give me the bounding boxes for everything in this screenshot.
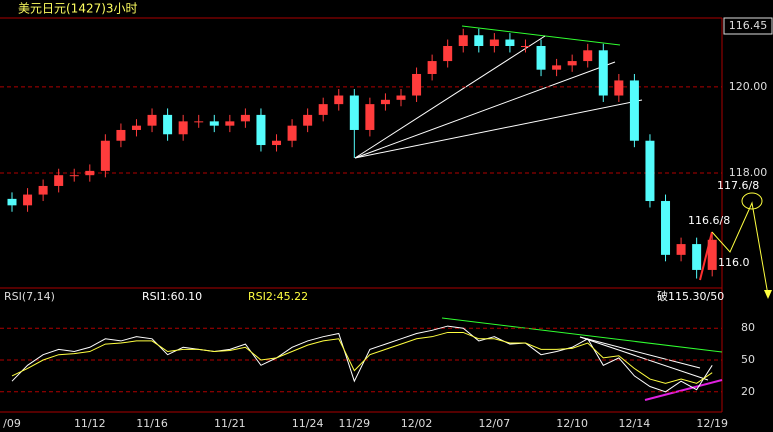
- candle-body: [583, 50, 593, 62]
- candle-body: [567, 61, 577, 66]
- x-tick-label: 12/10: [556, 417, 588, 430]
- candle-body: [194, 121, 204, 123]
- candle-body: [598, 50, 608, 96]
- candle-body: [645, 140, 655, 202]
- x-tick-label: 12/19: [696, 417, 728, 430]
- candle-body: [116, 129, 126, 141]
- annotation: 117.6/8: [717, 179, 759, 192]
- candle-body: [54, 175, 64, 186]
- candle-body: [552, 65, 562, 70]
- candle-body: [318, 104, 328, 115]
- candle-body: [209, 121, 219, 126]
- candle-body: [614, 80, 624, 96]
- trend-line: [441, 317, 723, 353]
- price-box: [723, 17, 773, 35]
- candle-body: [443, 45, 453, 62]
- x-tick-label: 12/02: [401, 417, 433, 430]
- candle-body: [707, 239, 717, 270]
- x-tick-label: 11/16: [136, 417, 168, 430]
- target-circle: [741, 192, 763, 210]
- candle-body: [85, 170, 95, 176]
- trend-line: [354, 61, 616, 159]
- candle-body: [365, 104, 375, 130]
- trend-lines: [354, 25, 772, 401]
- candle-body: [692, 244, 702, 270]
- legend-entry: RSI2:45.22: [248, 290, 308, 303]
- y-tick-label: 20: [741, 385, 755, 398]
- candle-body: [396, 95, 406, 100]
- candle-body: [427, 61, 437, 74]
- candle-body: [536, 45, 546, 70]
- x-tick-label: 11/24: [292, 417, 324, 430]
- candle-body: [520, 45, 530, 47]
- candle-body: [629, 80, 639, 141]
- y-tick-label: 50: [741, 353, 755, 366]
- legend-entry: RSI1:60.10: [142, 290, 202, 303]
- x-tick-label: 12/07: [479, 417, 511, 430]
- candle-body: [100, 140, 110, 171]
- last-price: 116.45: [729, 19, 768, 32]
- candle-body: [458, 35, 468, 46]
- rsi-title: RSI(7,14): [4, 290, 55, 303]
- rsi-line: [11, 331, 713, 384]
- candle-body: [676, 244, 686, 255]
- trend-line: [461, 25, 621, 46]
- x-tick-label: /09: [3, 417, 21, 430]
- y-tick-label: 80: [741, 321, 755, 334]
- candle-body: [380, 99, 390, 105]
- candle-body: [147, 114, 157, 126]
- x-tick-label: 11/29: [338, 417, 370, 430]
- candle-body: [474, 35, 484, 46]
- candle-body: [240, 114, 250, 122]
- arrow-head: [764, 290, 772, 299]
- candle-body: [23, 194, 33, 206]
- candle-body: [256, 114, 266, 146]
- rsi-line: [11, 325, 713, 393]
- annotation: 116.0: [718, 256, 750, 269]
- trend-line: [579, 336, 701, 369]
- x-tick-label: 12/14: [619, 417, 651, 430]
- candle-body: [131, 125, 141, 130]
- chart-title: 美元日元(1427)3小时: [18, 2, 138, 16]
- projection: [711, 201, 769, 296]
- candle-body: [412, 73, 422, 96]
- x-tick-label: 11/21: [214, 417, 246, 430]
- candle-body: [505, 39, 515, 46]
- annotation: 116.6/8: [688, 214, 730, 227]
- candle-body: [489, 39, 499, 46]
- x-tick-label: 11/12: [74, 417, 106, 430]
- trend-line: [354, 99, 643, 159]
- y-tick-label: 118.00: [729, 166, 768, 179]
- candle-body: [7, 198, 17, 206]
- trend-line: [644, 379, 723, 401]
- annotation: 破115.30/50: [657, 289, 724, 303]
- candle-body: [349, 95, 359, 130]
- candle-body: [178, 121, 188, 135]
- candle-body: [287, 125, 297, 141]
- y-tick-label: 120.00: [729, 80, 768, 93]
- candle-body: [334, 95, 344, 105]
- candle-body: [225, 121, 235, 126]
- candle-body: [38, 185, 48, 195]
- candle-body: [661, 201, 671, 255]
- candle-body: [303, 114, 313, 126]
- candle-body: [163, 114, 173, 135]
- trend-line: [354, 35, 546, 159]
- trend-line: [579, 336, 709, 381]
- candle-body: [272, 140, 282, 146]
- candle-body: [69, 175, 79, 177]
